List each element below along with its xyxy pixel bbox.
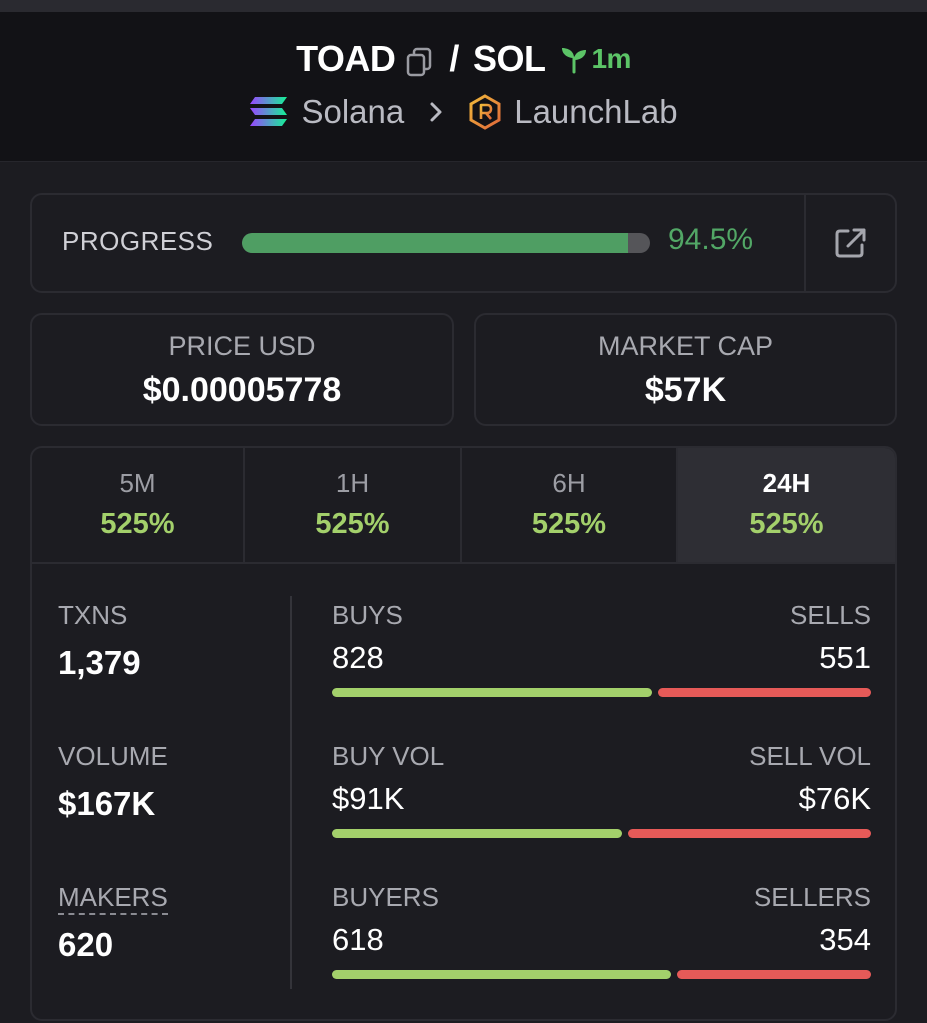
- tab-label: 6H: [552, 468, 586, 498]
- volume-ratio-bar: [332, 829, 871, 838]
- age-value: 1m: [591, 43, 631, 74]
- top-strip: [0, 0, 927, 12]
- tab-1h[interactable]: 1H 525%: [245, 448, 462, 562]
- price-usd-value: $0.00005778: [142, 371, 342, 409]
- tab-label: 5M: [119, 468, 156, 498]
- chain-name[interactable]: Solana: [301, 93, 405, 130]
- buys-bar: [332, 688, 652, 697]
- buy-vol-value: $91K: [332, 781, 405, 816]
- tab-24h[interactable]: 24H 525%: [678, 448, 895, 562]
- buyers-bar: [332, 970, 671, 979]
- buy-sell-volume-metric: BUY VOL SELL VOL $91K $76K: [332, 741, 871, 861]
- buyers-sellers-metric: BUYERS SELLERS 618 354: [332, 882, 871, 1002]
- tab-change: 525%: [531, 508, 607, 540]
- tab-change: 525%: [315, 508, 390, 540]
- market-cap-value: $57K: [644, 371, 727, 409]
- tab-6h[interactable]: 6H 525%: [462, 448, 678, 562]
- sell-vol-value: $76K: [798, 781, 871, 816]
- buyers-label: BUYERS: [332, 882, 439, 912]
- pair-age: 1m: [559, 43, 631, 75]
- sellers-bar: [677, 970, 871, 979]
- pair-separator: /: [449, 38, 459, 79]
- volume-label: VOLUME: [58, 741, 168, 771]
- launchlab-logo-icon: [468, 94, 502, 130]
- chain-breadcrumb: Solana LaunchLab: [0, 92, 927, 132]
- external-link-button[interactable]: [832, 225, 870, 261]
- buys-sells-ratio-bar: [332, 688, 871, 697]
- buy-vol-bar: [332, 829, 622, 838]
- progress-fill: [242, 233, 628, 253]
- sellers-value: 354: [819, 922, 871, 957]
- buy-vol-label: BUY VOL: [332, 741, 445, 771]
- buys-sells-metric: BUYS SELLS 828 551: [332, 600, 871, 720]
- dex-name[interactable]: LaunchLab: [514, 93, 678, 130]
- tab-5m[interactable]: 5M 525%: [32, 448, 245, 562]
- buys-value: 828: [332, 640, 384, 675]
- sell-vol-label: SELL VOL: [749, 741, 871, 771]
- price-usd-card: PRICE USD $0.00005778: [30, 313, 454, 426]
- timeframe-stats-card: 5M 525% 1H 525% 6H 525% 24H 525% TXNS 1,…: [30, 446, 897, 1021]
- copy-icon[interactable]: [405, 44, 433, 77]
- base-symbol: TOAD: [296, 38, 396, 79]
- makers-label-text: MAKERS: [58, 882, 168, 915]
- tab-change: 525%: [749, 508, 824, 540]
- column-divider: [290, 596, 292, 989]
- pair-title: TOAD / SOL 1m: [0, 38, 927, 80]
- txns-label: TXNS: [58, 600, 128, 630]
- external-link-icon: [835, 228, 866, 258]
- sell-vol-bar: [628, 829, 871, 838]
- market-cap-card: MARKET CAP $57K: [474, 313, 897, 426]
- seedling-icon: [562, 48, 587, 74]
- makers-value: 620: [58, 926, 114, 963]
- progress-bar: [242, 233, 650, 253]
- solana-logo-icon: [249, 95, 289, 129]
- tab-label: 1H: [335, 468, 370, 498]
- sells-label: SELLS: [790, 600, 871, 630]
- summary-column: TXNS 1,379 VOLUME $167K MAKERS 620: [32, 564, 290, 1019]
- bonding-progress-card: PROGRESS 94.5%: [30, 193, 897, 293]
- sells-bar: [658, 688, 871, 697]
- progress-label: PROGRESS: [62, 226, 214, 256]
- price-usd-label: PRICE USD: [168, 331, 316, 361]
- tab-label: 24H: [762, 468, 811, 498]
- pair-header: TOAD / SOL 1m: [0, 12, 927, 162]
- progress-value: 94.5%: [668, 223, 754, 256]
- progress-divider: [804, 195, 806, 291]
- market-cap-label: MARKET CAP: [597, 331, 774, 361]
- quote-symbol: SOL: [472, 38, 546, 79]
- chevron-right-icon: [428, 100, 444, 124]
- makers-label[interactable]: MAKERS: [58, 882, 168, 915]
- sellers-label: SELLERS: [753, 882, 871, 912]
- volume-value: $167K: [58, 785, 156, 822]
- buys-label: BUYS: [332, 600, 403, 630]
- timeframe-tabs: 5M 525% 1H 525% 6H 525% 24H 525%: [32, 448, 895, 564]
- sells-value: 551: [819, 640, 871, 675]
- buyers-value: 618: [332, 922, 384, 957]
- txns-value: 1,379: [58, 644, 141, 681]
- buyers-sellers-ratio-bar: [332, 970, 871, 979]
- tab-change: 525%: [100, 508, 175, 540]
